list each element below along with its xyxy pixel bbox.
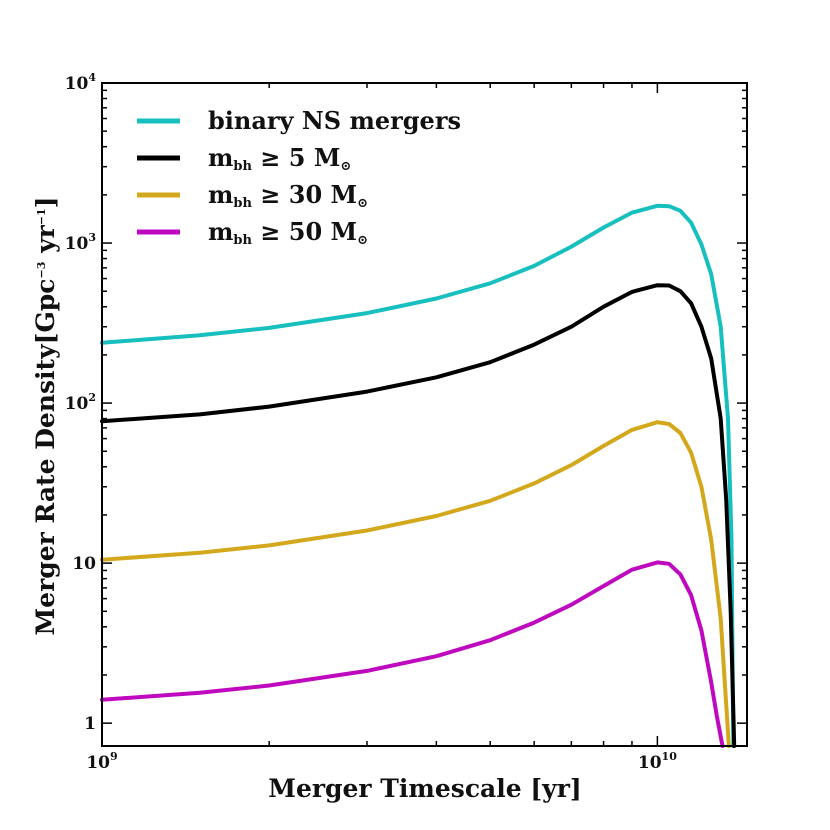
tick-labels: 1 10 102 103 104 109 1010 — [65, 71, 678, 773]
series-line-3 — [100, 420, 731, 748]
y-tick-label: 104 — [65, 71, 97, 94]
x-axis-title: Merger Timescale [yr] — [268, 774, 581, 803]
y-tick-label: 1 — [84, 714, 96, 734]
y-tick-label: 102 — [65, 391, 96, 414]
series-line-4 — [100, 560, 725, 748]
legend-label-3: mbh ≥ 30 M⊙ — [208, 180, 368, 211]
legend-label-4: mbh ≥ 50 M⊙ — [208, 217, 368, 248]
legend: binary NS mergers mbh ≥ 5 M⊙ mbh ≥ 30 M⊙ mb… — [137, 106, 461, 248]
x-tick-label: 109 — [86, 750, 117, 773]
legend-label-1: binary NS mergers — [208, 106, 461, 135]
y-tick-label: 10 — [72, 554, 96, 574]
series-line-1 — [100, 203, 736, 748]
axis-ticks — [101, 82, 747, 746]
legend-label-2: mbh ≥ 5 M⊙ — [208, 143, 351, 174]
y-axis-title: Merger Rate Density[Gpc−3 yr−1] — [31, 196, 60, 635]
series-line-2 — [100, 283, 737, 748]
plot-frame — [101, 82, 748, 747]
x-tick-label: 1010 — [638, 750, 677, 773]
y-tick-label: 103 — [65, 231, 96, 254]
series-lines — [100, 203, 737, 748]
